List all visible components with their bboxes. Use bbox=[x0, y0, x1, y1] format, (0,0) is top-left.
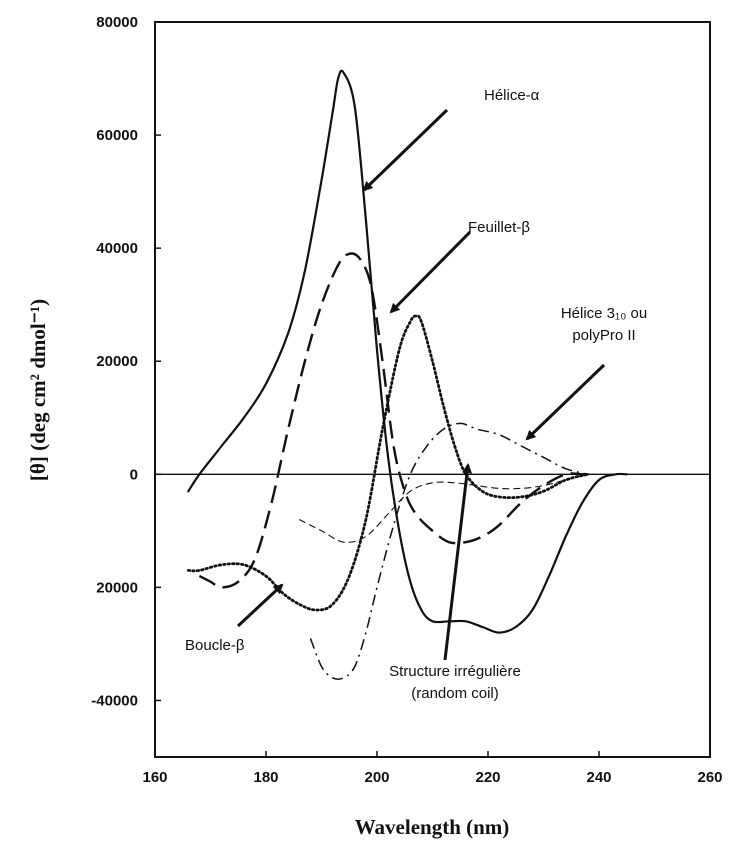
x-tick-label: 240 bbox=[586, 769, 611, 786]
annotation-labels: Hélice-α Feuillet-β Hélice 3₁₀ ou polyPro I… bbox=[185, 87, 647, 702]
y-tick-label: 0 bbox=[130, 466, 138, 483]
y-tick-label: 80000 bbox=[96, 14, 138, 31]
series-line-3 bbox=[186, 314, 590, 612]
x-tick-label: 220 bbox=[475, 769, 500, 786]
y-tick-label: 20000 bbox=[96, 353, 138, 370]
annotation-label: Hélice 3₁₀ ou bbox=[561, 305, 647, 322]
x-axis-ticks: 160 180 200 220 240 260 bbox=[142, 751, 723, 786]
annotation-label: polyPro II bbox=[572, 327, 635, 344]
y-axis-ticks: 80000 60000 40000 20000 0 20000 -40000 bbox=[91, 14, 161, 709]
y-tick-label: -40000 bbox=[91, 692, 138, 709]
series-layer bbox=[186, 69, 628, 680]
y-axis-title: [θ] (deg cm² dmol⁻¹) bbox=[26, 299, 50, 481]
x-tick-label: 200 bbox=[364, 769, 389, 786]
series-line-4 bbox=[309, 422, 589, 680]
annotation-arrow bbox=[236, 583, 284, 628]
annotation-label: (random coil) bbox=[411, 685, 499, 702]
y-tick-label: 60000 bbox=[96, 127, 138, 144]
x-tick-label: 180 bbox=[253, 769, 278, 786]
y-tick-label: 40000 bbox=[96, 240, 138, 257]
x-axis-title: Wavelength (nm) bbox=[355, 815, 510, 839]
annotation-label: Boucle-β bbox=[185, 637, 245, 654]
series-line-2 bbox=[198, 252, 594, 589]
annotation-label: Structure irrégulière bbox=[389, 663, 521, 680]
annotation-label: Hélice-α bbox=[484, 87, 540, 104]
annotation-arrow bbox=[525, 363, 606, 441]
series-line-1 bbox=[187, 69, 628, 634]
annotation-arrows bbox=[236, 108, 606, 661]
annotation-arrow bbox=[362, 108, 449, 192]
annotation-label: Feuillet-β bbox=[468, 219, 530, 236]
y-tick-label: 20000 bbox=[96, 579, 138, 596]
annotation-arrow bbox=[389, 230, 472, 314]
x-tick-label: 260 bbox=[697, 769, 722, 786]
x-tick-label: 160 bbox=[142, 769, 167, 786]
plot-frame bbox=[154, 21, 711, 758]
annotation-arrow bbox=[443, 463, 473, 661]
series-line-5 bbox=[299, 473, 589, 543]
